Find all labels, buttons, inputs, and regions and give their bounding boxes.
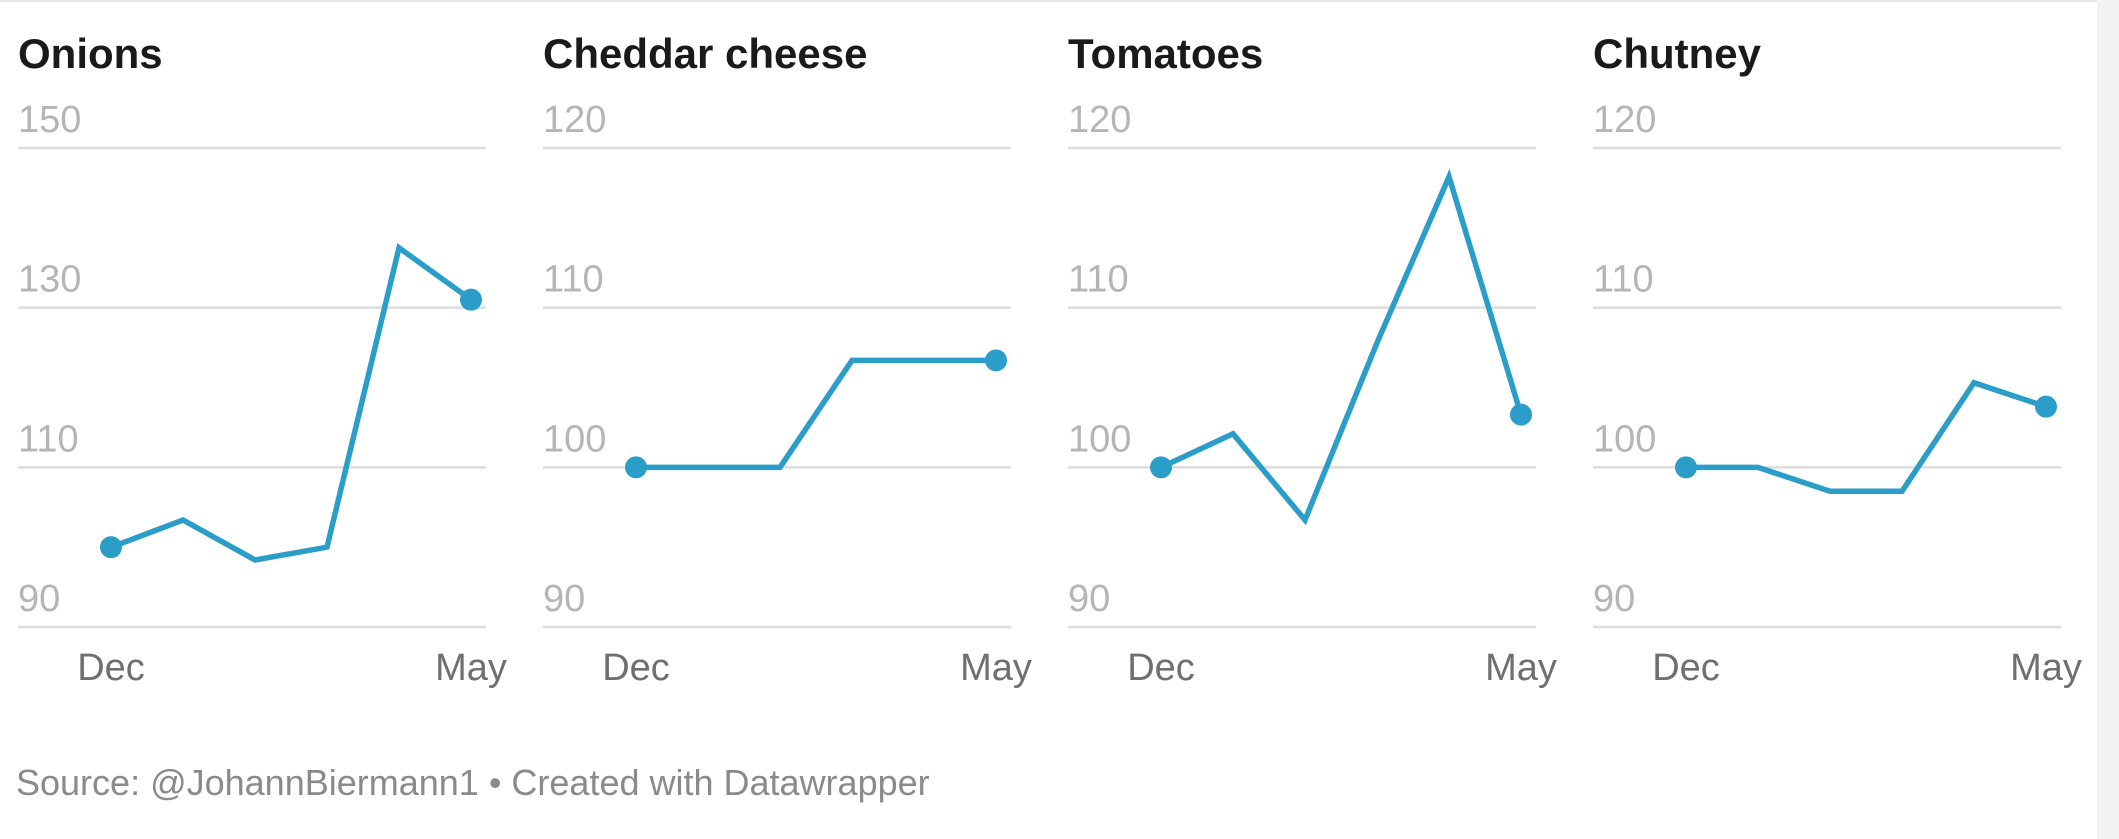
y-tick-label: 150: [18, 99, 81, 141]
y-tick-label: 120: [1593, 99, 1656, 141]
series-line: [110, 243, 473, 563]
x-tick-label: Dec: [1652, 647, 1720, 689]
end-point: [1510, 403, 1532, 426]
start-point: [1150, 456, 1172, 479]
y-tick-label: 90: [1068, 578, 1110, 620]
y-tick-label: 110: [1068, 259, 1129, 301]
chart-panel-tomatoes: Tomatoes 90 100 110 120 Dec May: [1068, 0, 1557, 720]
x-tick-label: Dec: [1127, 647, 1195, 689]
x-tick-label: Dec: [77, 647, 145, 689]
end-point: [985, 349, 1007, 372]
chart-title: Chutney: [1593, 30, 1761, 77]
chart-svg: 90 110 130 150 Dec May: [18, 99, 507, 689]
end-point: [460, 288, 482, 311]
y-tick-label: 90: [18, 578, 60, 620]
start-point: [100, 536, 122, 559]
y-tick-label: 110: [543, 259, 604, 301]
series-line: [1686, 379, 2047, 495]
source-footer: Source: @JohannBiermann1 • Created with …: [16, 762, 930, 803]
y-tick-label: 120: [1068, 99, 1131, 141]
chart-title: Tomatoes: [1068, 30, 1264, 77]
x-tick-label: May: [960, 647, 1032, 689]
start-point: [625, 456, 647, 479]
chart-title: Onions: [18, 30, 163, 77]
series-line: [1159, 168, 1524, 526]
y-tick-label: 100: [1593, 418, 1656, 460]
x-tick-label: May: [1485, 647, 1557, 689]
y-tick-label: 110: [18, 418, 79, 460]
scrollbar-track[interactable]: [2097, 0, 2119, 839]
x-tick-label: May: [2010, 647, 2082, 689]
end-point: [2035, 395, 2057, 418]
top-divider: [0, 0, 2100, 2]
y-tick-label: 100: [543, 418, 606, 460]
chart-svg: 90 100 110 120 Dec May: [1068, 99, 1557, 689]
chart-panel-onions: Onions 90 110 130 150 Dec May: [18, 0, 507, 720]
start-point: [1675, 456, 1697, 479]
y-tick-label: 120: [543, 99, 606, 141]
chart-svg: 90 100 110 120 Dec May: [1593, 99, 2082, 689]
y-tick-label: 100: [1068, 418, 1131, 460]
chart-panel-cheddar-cheese: Cheddar cheese 90 100 110 120 Dec May: [543, 0, 1032, 720]
y-tick-label: 110: [1593, 259, 1654, 301]
chart-svg: 90 100 110 120 Dec May: [543, 99, 1032, 689]
x-tick-label: Dec: [602, 647, 670, 689]
series-line: [636, 357, 996, 471]
x-tick-label: May: [435, 647, 507, 689]
chart-panel-chutney: Chutney 90 100 110 120 Dec May: [1593, 0, 2082, 720]
chart-title: Cheddar cheese: [543, 30, 868, 77]
y-tick-label: 90: [543, 578, 585, 620]
y-tick-label: 130: [18, 259, 81, 301]
y-tick-label: 90: [1593, 578, 1635, 620]
